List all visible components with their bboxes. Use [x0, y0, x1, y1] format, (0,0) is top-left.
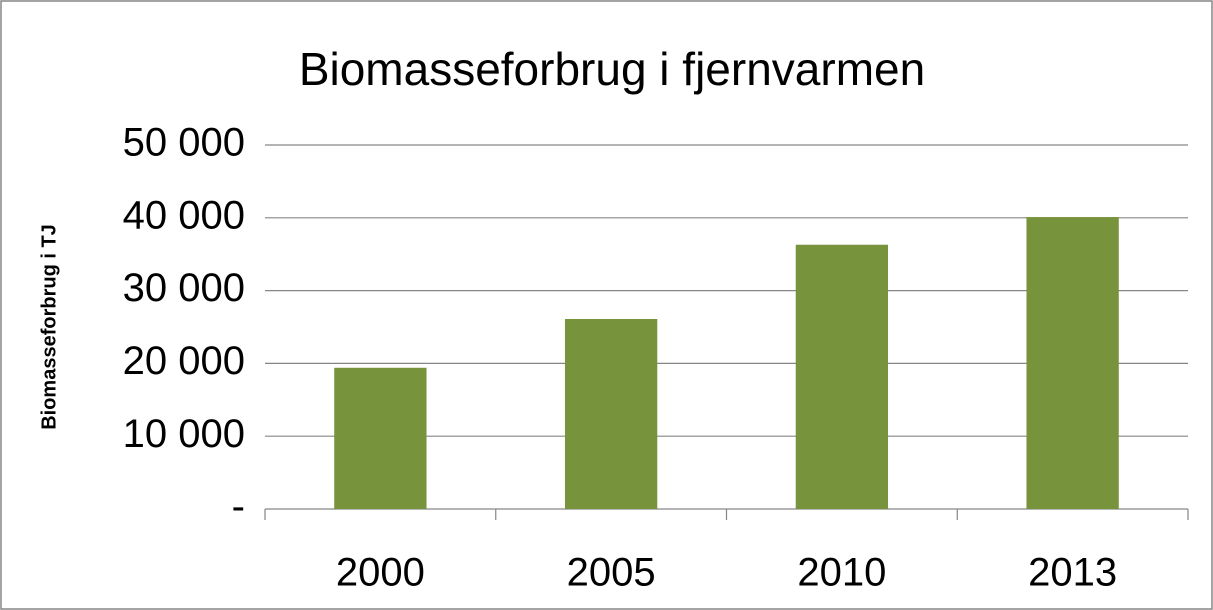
bar	[334, 367, 427, 509]
bar	[795, 244, 889, 509]
y-axis-label: Biomasseforbrug i TJ	[38, 224, 60, 430]
x-tick-label: 2000	[336, 551, 425, 595]
y-tick-label: 20 000	[123, 339, 245, 383]
chart-title: Biomasseforbrug i fjernvarmen	[299, 43, 925, 95]
y-tick-label: 10 000	[123, 412, 245, 456]
y-tick-label: -	[232, 485, 245, 529]
bar	[564, 318, 658, 509]
y-tick-label: 50 000	[123, 121, 245, 165]
bar	[1026, 217, 1119, 509]
y-tick-label: 30 000	[123, 266, 245, 310]
y-tick-label: 40 000	[123, 193, 245, 237]
x-tick-label: 2010	[797, 551, 886, 595]
x-tick-label: 2005	[567, 551, 656, 595]
x-tick-label: 2013	[1028, 551, 1117, 595]
